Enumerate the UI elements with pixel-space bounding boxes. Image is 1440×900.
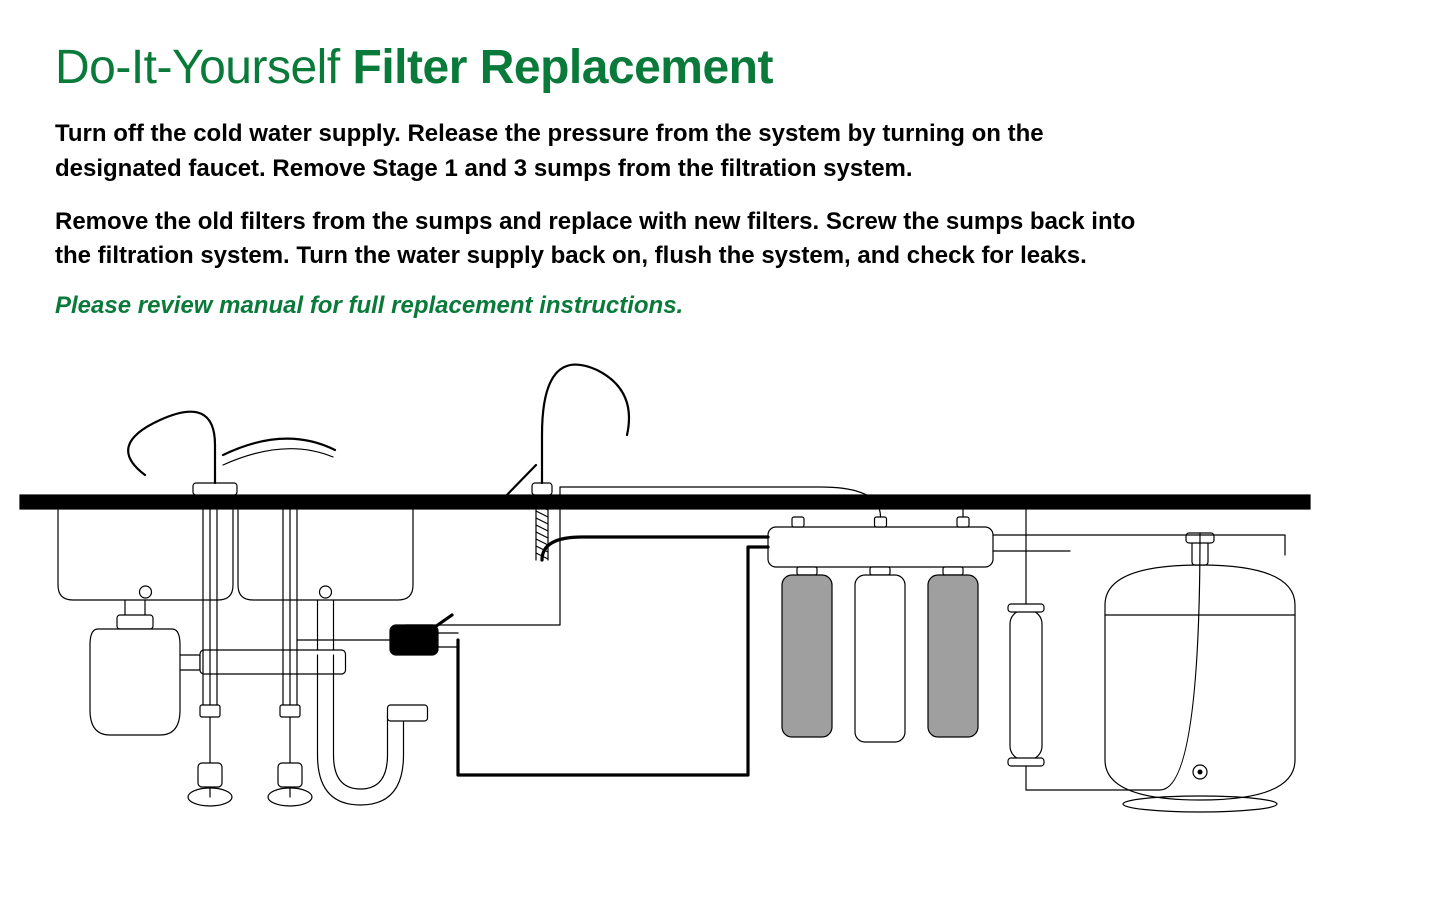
instruction-paragraph-1: Turn off the cold water supply. Release … — [55, 117, 1155, 187]
instruction-paragraph-2: Remove the old filters from the sumps an… — [55, 205, 1155, 275]
manual-note: Please review manual for full replacemen… — [55, 292, 1385, 320]
filter-system-diagram — [0, 335, 1440, 855]
title-light: Do-It-Yourself — [55, 41, 353, 94]
title-bold: Filter Replacement — [353, 41, 773, 94]
page-title: Do-It-Yourself Filter Replacement — [55, 40, 1385, 95]
